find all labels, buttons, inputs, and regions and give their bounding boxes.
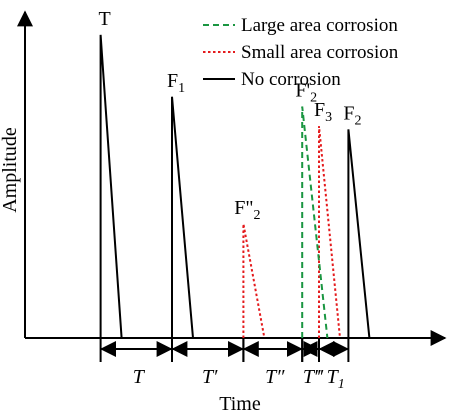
interval-label-2: T″	[265, 366, 285, 388]
pulse-f2-1	[242, 223, 266, 339]
pulse-label-0-1: F1	[167, 70, 185, 96]
pulse-f1-0	[171, 96, 194, 339]
pulse-f3-1	[318, 126, 341, 339]
interval-label-1: T′	[202, 366, 218, 388]
interval-label-0: T	[133, 366, 146, 388]
pulse-label-0-2: F2	[343, 102, 361, 128]
pulse-label-1-0: F"2	[234, 197, 260, 223]
legend: Large area corrosion Small area corrosion…	[203, 15, 399, 90]
pulse-label-2-0: F'2	[295, 80, 317, 106]
interval-label-4: T1	[327, 366, 345, 392]
pulse-label-1-1: F3	[314, 99, 332, 125]
legend-label-2: No corrosion	[241, 69, 341, 90]
interval-label-3: T‴	[303, 366, 324, 388]
pulse-label-0-0: T	[98, 8, 110, 30]
legend-label-0: Large area corrosion	[241, 15, 398, 36]
pulse-marks: T F1 F2 F"2 F3F'2	[98, 8, 371, 339]
pulse-t-0	[99, 34, 123, 339]
interval-marks: T T′ T″ T‴ T1	[99, 338, 350, 392]
legend-label-1: Small area corrosion	[241, 42, 399, 63]
pulse-f2-0	[347, 129, 371, 339]
pulse-f2-2	[301, 106, 329, 339]
x-axis-label: Time	[219, 393, 261, 415]
y-axis-label: Amplitude	[0, 127, 21, 213]
